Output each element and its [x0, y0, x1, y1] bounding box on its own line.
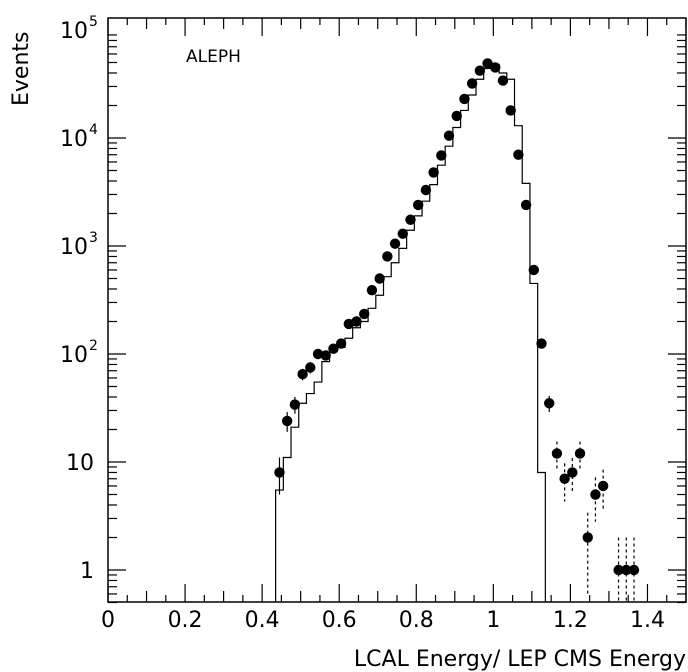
- y-axis-label: Events: [9, 32, 34, 107]
- data-point: [320, 350, 331, 361]
- data-point: [544, 398, 555, 409]
- x-tick-label: 0.8: [399, 608, 434, 633]
- data-point: [289, 399, 301, 410]
- error-bars: [278, 63, 635, 602]
- x-tick-label: 0.4: [245, 608, 280, 633]
- x-axis-ticks: 0 0.2 0.4 0.6 0.8 1 1.2 1.4: [101, 18, 687, 633]
- data-point: [536, 338, 547, 349]
- x-tick-label: 1: [486, 608, 500, 633]
- data-point: [613, 564, 624, 576]
- data-point: [505, 105, 516, 116]
- y-tick-exponent: 5: [89, 14, 98, 30]
- data-point: [513, 149, 524, 160]
- data-point: [359, 308, 370, 320]
- data-point: [305, 362, 316, 373]
- x-tick-label: 0.2: [168, 608, 203, 633]
- data-point: [382, 251, 393, 262]
- data-point: [397, 228, 408, 239]
- data-point: [582, 532, 593, 543]
- data-point: [567, 467, 578, 478]
- data-point: [551, 448, 563, 459]
- y-tick-label: 10: [60, 235, 88, 260]
- data-point: [559, 473, 570, 484]
- data-point: [405, 214, 416, 225]
- y-tick-exponent: 2: [89, 338, 98, 354]
- data-point: [490, 62, 501, 73]
- data-point: [436, 150, 447, 161]
- data-points-series: [274, 58, 640, 576]
- data-point: [466, 78, 478, 89]
- data-point: [628, 564, 640, 576]
- y-tick-exponent: 3: [89, 230, 98, 246]
- data-point: [351, 316, 362, 327]
- data-point: [389, 238, 401, 249]
- data-point: [482, 58, 493, 69]
- data-point: [328, 343, 339, 354]
- data-point: [590, 489, 601, 500]
- data-point: [621, 564, 632, 576]
- x-tick-label: 0.6: [322, 608, 357, 633]
- data-point: [366, 284, 378, 296]
- data-point: [443, 130, 455, 141]
- data-point: [420, 184, 432, 196]
- data-point: [574, 448, 586, 459]
- y-tick-label: 10: [60, 127, 88, 152]
- data-point: [312, 348, 324, 360]
- y-tick-label: 10: [60, 19, 88, 44]
- data-point: [428, 167, 439, 178]
- data-point: [335, 338, 347, 349]
- annotation-label: ALEPH: [186, 47, 241, 67]
- data-point: [520, 199, 532, 211]
- y-tick-exponent: 4: [89, 122, 98, 138]
- data-point: [528, 264, 539, 276]
- data-point: [274, 467, 285, 478]
- data-point: [474, 65, 486, 76]
- x-tick-label: 0: [101, 608, 115, 633]
- x-axis-label: LCAL Energy/ LEP CMS Energy: [354, 647, 686, 672]
- histogram-line: [275, 63, 546, 602]
- x-tick-label: 1.2: [553, 608, 588, 633]
- y-tick-label: 10: [60, 343, 88, 368]
- data-point: [412, 199, 424, 211]
- y-tick-label: 1: [80, 559, 94, 584]
- data-point: [297, 369, 308, 380]
- plot-frame: [107, 17, 687, 603]
- x-tick-label: 1.4: [630, 608, 665, 633]
- data-point: [459, 93, 470, 105]
- data-point: [597, 480, 609, 492]
- data-point: [497, 75, 509, 86]
- data-point: [374, 273, 385, 284]
- data-point: [281, 415, 293, 427]
- y-tick-label: 10: [66, 451, 94, 476]
- data-point: [451, 110, 462, 122]
- histogram-series: [275, 63, 546, 602]
